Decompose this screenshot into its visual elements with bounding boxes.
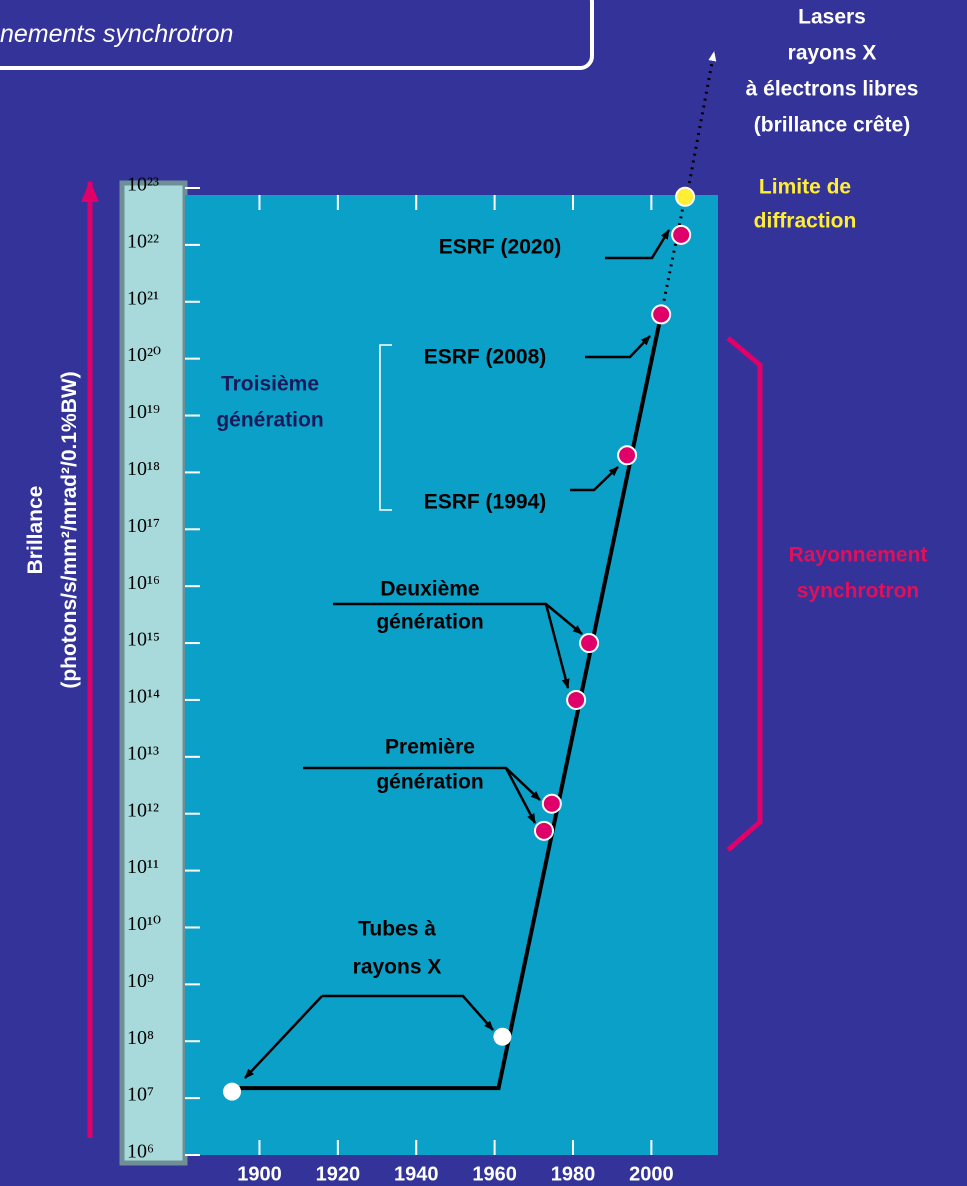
point: [617, 445, 638, 466]
point: [223, 1082, 242, 1101]
bracket: [726, 336, 763, 852]
annotation: synchrotron: [797, 580, 920, 603]
y-tick-label: 10⁹: [127, 970, 154, 992]
annotation: Deuxième: [380, 578, 479, 601]
annotation: Limite de: [759, 176, 851, 199]
y-tick-label: 10¹⁷: [127, 515, 160, 537]
point: [675, 186, 696, 207]
point: [541, 793, 562, 814]
y-tick-label: 10²¹: [127, 287, 159, 309]
header-title: nements synchrotron: [0, 20, 233, 48]
point: [566, 689, 587, 710]
y-tick-label: 10⁶: [127, 1141, 154, 1163]
y-tick-label: 10⁷: [127, 1084, 154, 1106]
annotation: ESRF (2008): [424, 346, 547, 369]
annotation: rayons X: [353, 956, 442, 979]
annotation: Troisième: [221, 373, 319, 396]
annotation: Tubes à: [358, 918, 436, 941]
annotation: Lasers: [798, 6, 866, 29]
y-tick-label: 10¹⁶: [127, 572, 160, 594]
annotation: génération: [376, 771, 483, 794]
x-tick-label: 1900: [237, 1163, 282, 1185]
laser-arrow: [686, 51, 717, 191]
annotation: (brillance crête): [754, 114, 910, 137]
annotation: Première: [385, 736, 475, 759]
y-tick-label: 10¹⁸: [127, 458, 160, 480]
y-tick-label: 10¹³: [127, 742, 159, 764]
x-tick-label: 1960: [472, 1163, 517, 1185]
point: [651, 304, 672, 325]
bracket: [379, 344, 392, 511]
x-tick-label: 2000: [629, 1163, 674, 1185]
y-tick-label: 10²²: [127, 230, 159, 252]
trend-line: [659, 196, 687, 315]
annotation: Rayonnement: [789, 544, 928, 567]
y-tick-label: 10¹⁰: [127, 913, 161, 935]
point: [671, 224, 692, 245]
y-axis-title: Brillance: [24, 486, 47, 575]
y-tick-label: 10⁸: [127, 1027, 154, 1049]
x-tick-label: 1940: [394, 1163, 439, 1185]
point: [493, 1027, 512, 1046]
annotation: à électrons libres: [746, 78, 919, 101]
y-tick-label: 10¹²: [127, 799, 159, 821]
annotation: rayons X: [788, 42, 877, 65]
annotation: ESRF (1994): [424, 491, 547, 514]
trend-line: [232, 313, 664, 1091]
point: [579, 633, 600, 654]
y-tick-label: 10¹⁹: [127, 401, 160, 423]
leaders: [244, 229, 671, 1079]
annotation: ESRF (2020): [439, 236, 562, 259]
y-tick-label: 10¹⁵: [127, 629, 160, 651]
y-tick-label: 10²⁰: [127, 344, 161, 366]
y-tick-label: 10²³: [127, 174, 159, 196]
header-box: [0, 0, 594, 70]
y-tick-label: 10¹¹: [127, 856, 159, 878]
annotation: diffraction: [754, 210, 857, 233]
y-axis-title: (photons/s/mm²/mrad²/0.1%BW): [58, 371, 81, 688]
annotation: génération: [216, 409, 323, 432]
axis-column: [119, 180, 188, 1166]
x-tick-label: 1920: [316, 1163, 361, 1185]
plot-area: [185, 195, 718, 1155]
point: [533, 820, 554, 841]
x-tick-label: 1980: [551, 1163, 596, 1185]
annotation: génération: [376, 611, 483, 634]
y-tick-label: 10¹⁴: [127, 686, 160, 708]
